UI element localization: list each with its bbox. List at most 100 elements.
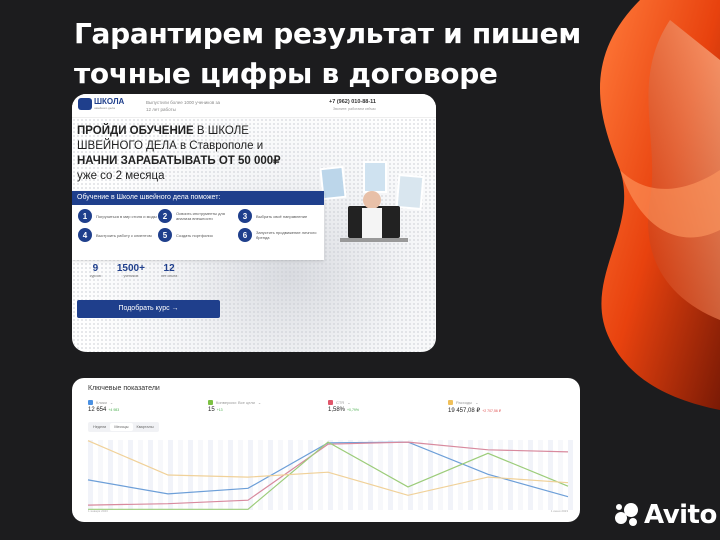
benefits-title: Обучение в Школе швейного дела поможет: xyxy=(72,191,324,205)
grid-band xyxy=(368,440,373,510)
phone-note: Звоните: работаем сейчас xyxy=(333,107,376,111)
avito-logo: Avito xyxy=(614,500,717,530)
stat: 12 лет опыта xyxy=(160,263,178,279)
hero-title: ПРОЙДИ ОБУЧЕНИЕ В ШКОЛЕ ШВЕЙНОГО ДЕЛА в … xyxy=(77,125,281,182)
chevron-down-icon: ⌄ xyxy=(109,400,114,405)
analytics-dashboard: Ключевые показатели Клики ⌄ 12 654 +4 983 Ко… xyxy=(72,378,580,522)
chevron-down-icon: ⌄ xyxy=(475,400,479,405)
website-screenshot: ШКОЛА швейного дела Выпустили более 1000 … xyxy=(72,94,436,352)
grid-band xyxy=(508,440,513,510)
grid-band xyxy=(228,440,233,510)
tab-months[interactable]: Месяцы xyxy=(110,423,133,431)
grid-band xyxy=(328,440,333,510)
grid-band xyxy=(128,440,133,510)
metric-delta: +2 707,56 ₽ xyxy=(482,409,502,413)
grid-band xyxy=(438,440,443,510)
metric-checkbox[interactable] xyxy=(88,400,93,405)
metric-checkbox[interactable] xyxy=(448,400,453,405)
grid-band xyxy=(528,440,533,510)
benefit-item: 5 Создать портфолио xyxy=(158,228,238,242)
school-logo: ШКОЛА швейного дела xyxy=(78,98,124,110)
grid-band xyxy=(298,440,303,510)
grid-band xyxy=(348,440,353,510)
grid-band xyxy=(478,440,483,510)
metric-label: Клики xyxy=(96,400,107,405)
metric-0[interactable]: Клики ⌄ 12 654 +4 983 xyxy=(88,400,119,413)
orange-ribbon-graphic xyxy=(600,0,720,410)
chevron-down-icon: ⌄ xyxy=(347,400,351,405)
grid-band xyxy=(378,440,383,510)
period-tabs: Недели Месяцы Кварталы xyxy=(88,422,159,432)
dashboard-title: Ключевые показатели xyxy=(88,385,160,392)
tab-quarters[interactable]: Кварталы xyxy=(133,423,158,431)
metric-delta: +4 983 xyxy=(108,408,120,412)
grid-band xyxy=(448,440,453,510)
metric-checkbox[interactable] xyxy=(328,400,333,405)
metric-label: Конверсии: Все цели xyxy=(216,400,255,405)
metric-2[interactable]: CTR ⌄ 1,58% +0,79% xyxy=(328,400,359,413)
stats: 9 курсов 1500+ учеников 12 лет опыта xyxy=(90,263,178,279)
grid-band xyxy=(238,440,243,510)
benefit-item: 4 Выстроить работу с клиентом xyxy=(78,228,158,242)
grid-band xyxy=(148,440,153,510)
benefit-item: 6 Запустить продвижение личного бренда xyxy=(238,228,318,242)
grid-band xyxy=(108,440,113,510)
grid-band xyxy=(568,440,573,510)
metric-value: 12 654 xyxy=(88,407,107,413)
site-header: ШКОЛА швейного дела Выпустили более 1000 … xyxy=(72,94,436,118)
grid-band xyxy=(158,440,163,510)
grid-band xyxy=(428,440,433,510)
metric-value: 19 457,08 ₽ xyxy=(448,408,481,414)
grid-band xyxy=(308,440,313,510)
benefit-item: 2 Освоить инструменты для анализа внешнос… xyxy=(158,209,238,223)
grid-band xyxy=(408,440,413,510)
top-note: Выпустили более 1000 учеников за 12 лет … xyxy=(146,100,221,112)
series-line xyxy=(87,441,569,506)
metric-1[interactable]: Конверсии: Все цели ⌄ 15 +13 xyxy=(208,400,261,413)
grid-band xyxy=(468,440,473,510)
stat: 9 курсов xyxy=(90,263,101,279)
grid-band xyxy=(318,440,323,510)
grid-band xyxy=(548,440,553,510)
grid-band xyxy=(208,440,213,510)
benefits-card: Обучение в Школе швейного дела поможет: … xyxy=(72,191,324,260)
grid-band xyxy=(358,440,363,510)
metric-delta: +13 xyxy=(216,408,223,412)
grid-band xyxy=(258,440,263,510)
grid-band xyxy=(398,440,403,510)
grid-band xyxy=(138,440,143,510)
grid-band xyxy=(118,440,123,510)
grid-band xyxy=(198,440,203,510)
metric-value: 15 xyxy=(208,407,215,413)
line-chart xyxy=(87,440,573,510)
headline: Гарантирем результат и пишем точные цифр… xyxy=(74,14,581,94)
x-axis-end: 1 июня 2023 xyxy=(550,509,568,513)
x-axis-start: 1 января 2023 xyxy=(88,509,108,513)
grid-band xyxy=(218,440,223,510)
grid-band xyxy=(518,440,523,510)
metric-3[interactable]: Расходы ⌄ 19 457,08 ₽ +2 707,56 ₽ xyxy=(448,400,501,414)
grid-band xyxy=(88,440,93,510)
stat: 1500+ учеников xyxy=(116,263,145,279)
avito-dots-icon xyxy=(615,503,638,526)
grid-band xyxy=(338,440,343,510)
headline-line: точные цифры в договоре xyxy=(74,57,498,90)
grid-band xyxy=(388,440,393,510)
choose-course-button[interactable]: Подобрать курс → xyxy=(77,300,220,318)
grid-band xyxy=(558,440,563,510)
grid-band xyxy=(418,440,423,510)
grid-band xyxy=(98,440,103,510)
grid-band xyxy=(498,440,503,510)
metric-label: CTR xyxy=(336,400,345,405)
metric-value: 1,58% xyxy=(328,407,346,413)
headline-line: Гарантирем результат и пишем xyxy=(74,17,581,50)
hero-photos xyxy=(320,161,425,242)
grid-band xyxy=(458,440,463,510)
tab-weeks[interactable]: Недели xyxy=(89,423,110,431)
metric-label: Расходы xyxy=(456,400,473,405)
phone-link[interactable]: +7 (962) 010-88-11 xyxy=(329,99,376,105)
chevron-down-icon: ⌄ xyxy=(257,400,262,405)
benefit-item: 3 Выбрать своё направление xyxy=(238,209,318,223)
metric-checkbox[interactable] xyxy=(208,400,213,405)
series-line xyxy=(87,440,569,496)
